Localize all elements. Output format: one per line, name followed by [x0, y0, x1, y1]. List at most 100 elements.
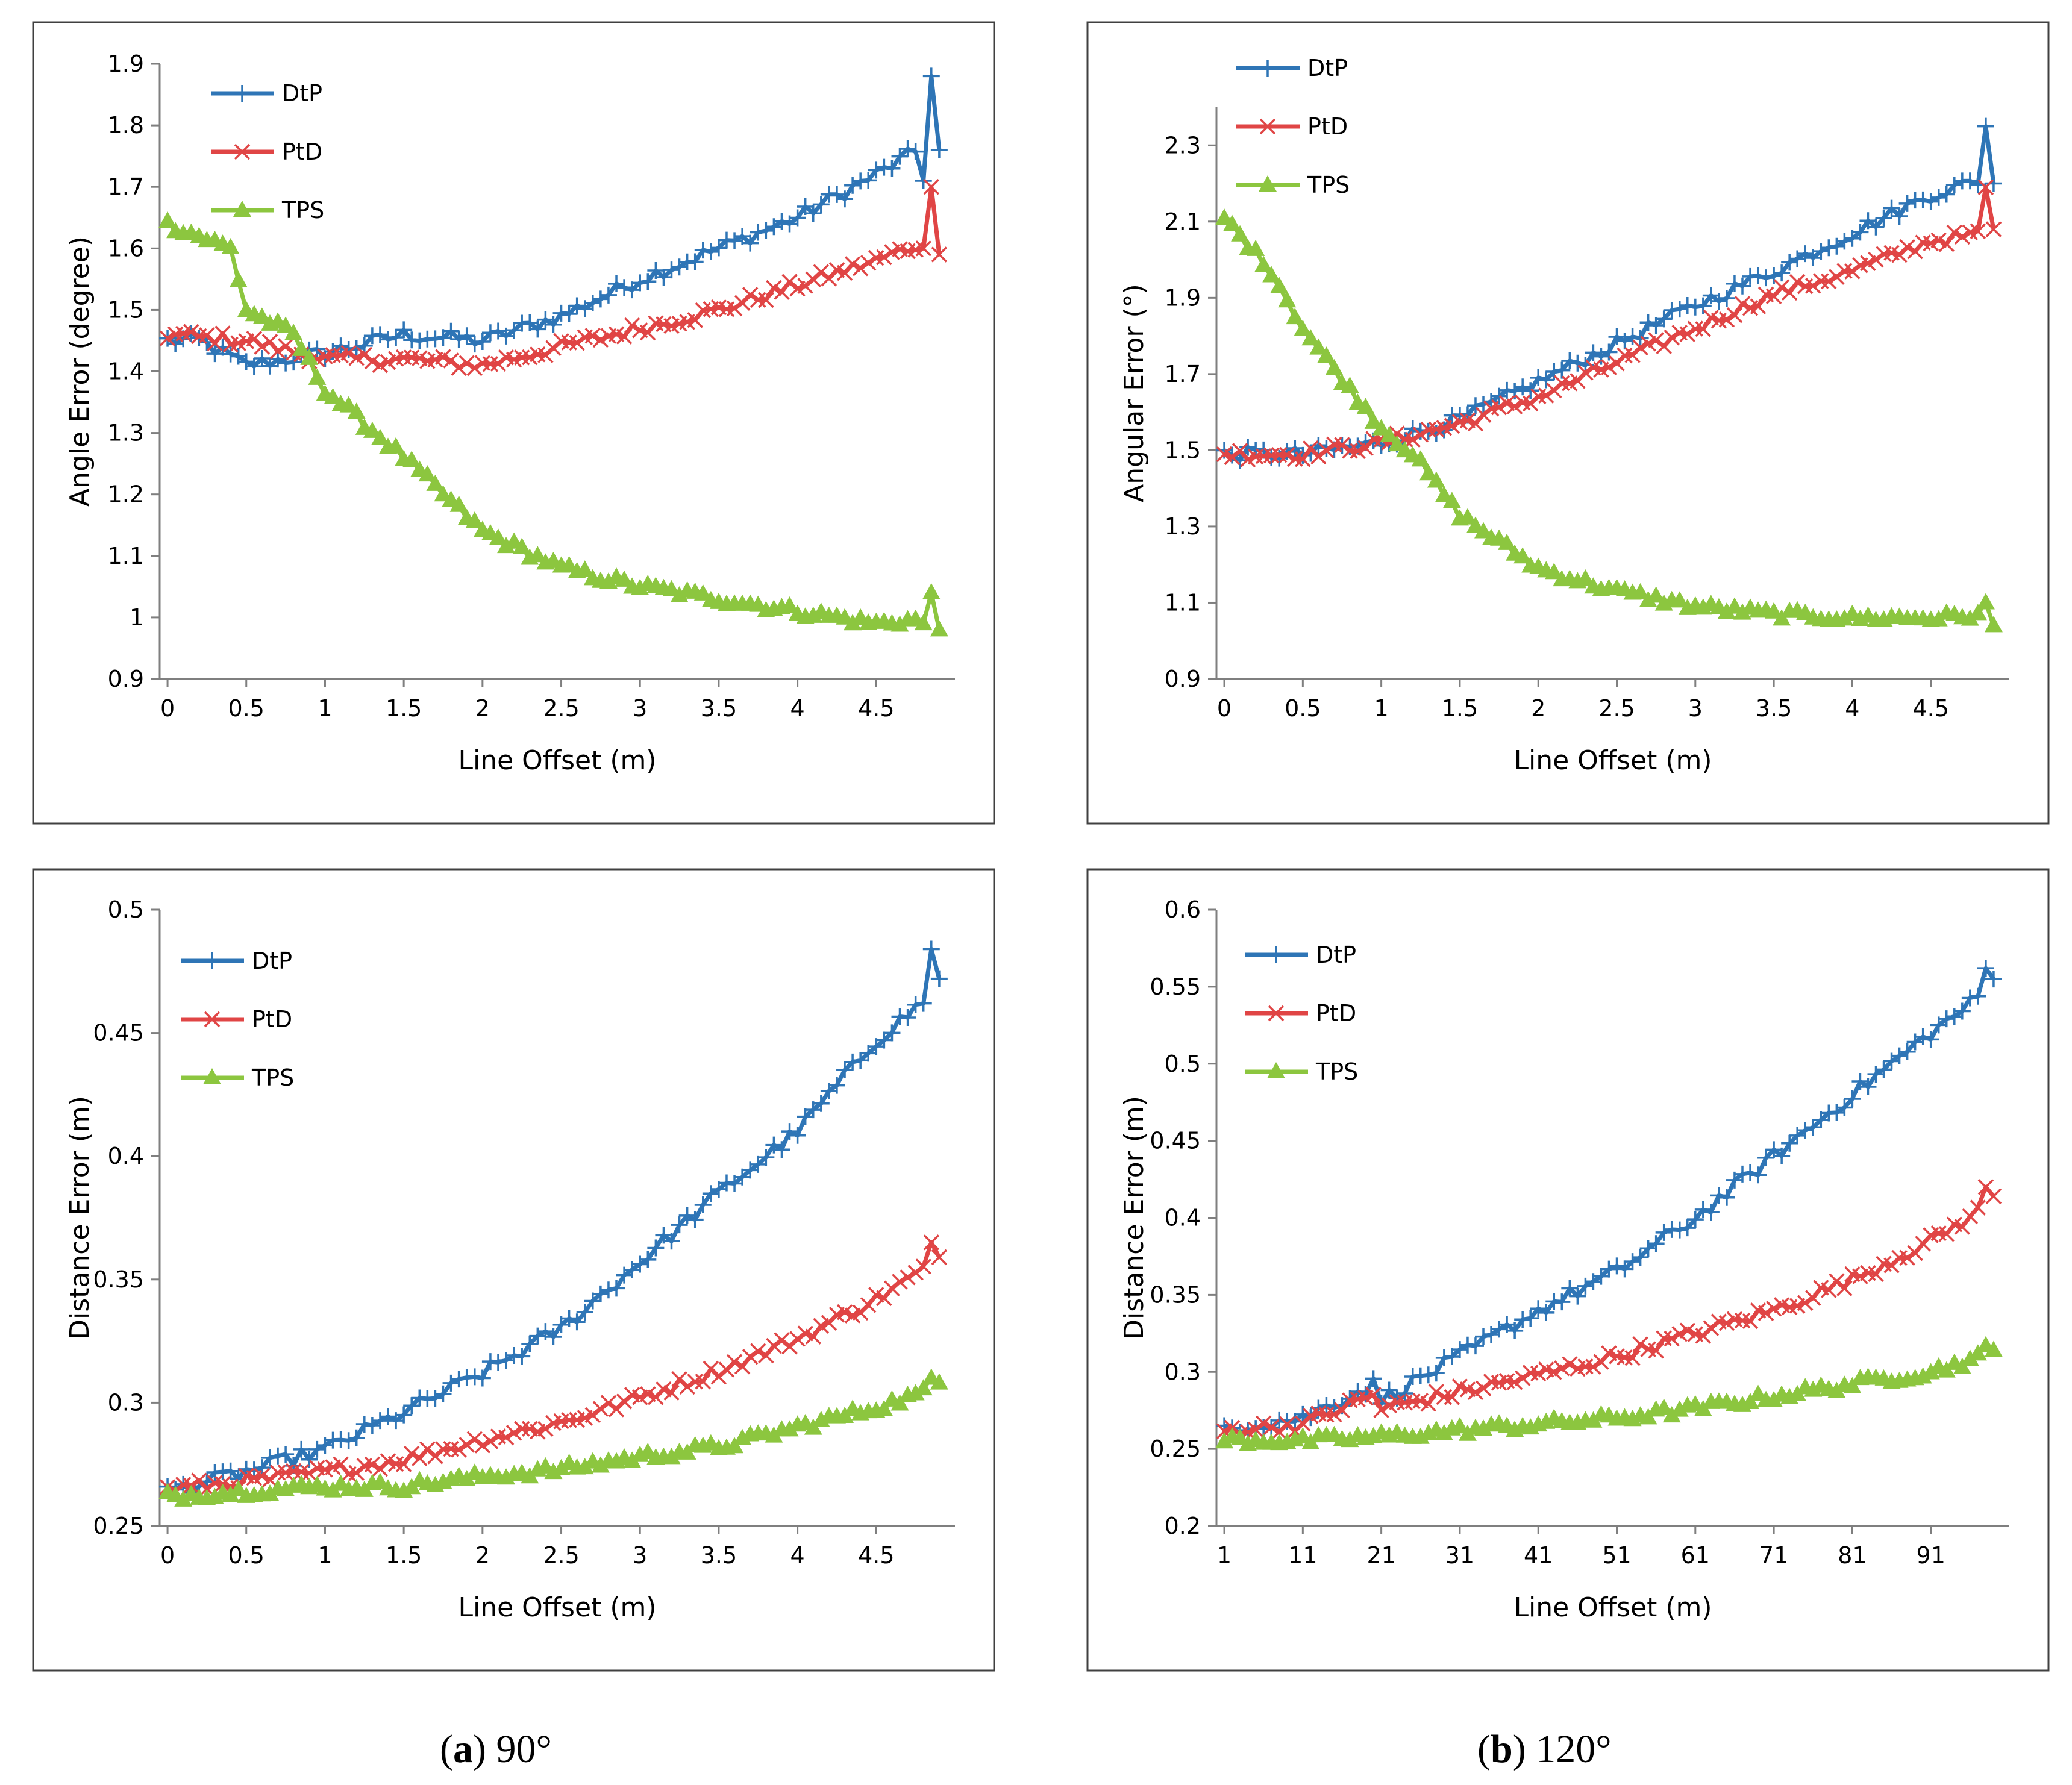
data-point-dtp: [1286, 439, 1304, 457]
data-point-dtp: [1679, 1219, 1696, 1237]
data-point-tps: [1450, 1417, 1469, 1434]
data-point-dtp: [1694, 1201, 1712, 1218]
data-point-ptd: [844, 256, 861, 272]
data-point-dtp: [844, 1053, 862, 1071]
data-point-dtp: [1538, 1304, 1555, 1321]
x-tick-label: 2: [1531, 695, 1545, 722]
y-tick-label: 0.35: [1150, 1281, 1201, 1308]
data-point-ptd: [513, 349, 530, 366]
data-point-dtp: [1616, 333, 1633, 350]
data-point-dtp: [1553, 361, 1571, 379]
x-tick-label: 91: [1917, 1542, 1945, 1569]
data-point-ptd: [1671, 1326, 1688, 1342]
data-point-ptd: [1805, 278, 1821, 294]
data-point-dtp: [1514, 378, 1532, 396]
data-point-dtp: [1945, 177, 1963, 194]
y-tick-label: 0.2: [1165, 1513, 1201, 1539]
y-tick-label: 0.3: [108, 1389, 144, 1416]
legend-item-ptd: PtD: [1245, 1000, 1356, 1027]
legend-label-dtp: DtP: [252, 948, 292, 974]
data-point-ptd: [1773, 279, 1790, 295]
data-point-dtp: [285, 354, 302, 371]
y-tick-label: 1.1: [108, 543, 144, 569]
data-point-dtp: [875, 1031, 893, 1049]
data-point-dtp: [348, 340, 365, 358]
data-point-ptd: [592, 331, 609, 348]
data-point-dtp: [907, 996, 924, 1013]
data-point-dtp: [1592, 348, 1610, 365]
data-point-dtp: [269, 1447, 287, 1465]
y-tick-label: 1.9: [108, 51, 144, 77]
data-point-dtp: [1506, 383, 1524, 400]
y-tick-label: 0.5: [108, 896, 144, 923]
data-point-tps: [221, 1486, 240, 1502]
data-point-dtp: [860, 172, 877, 189]
data-point-ptd: [1679, 1322, 1696, 1339]
data-point-ptd: [726, 1354, 743, 1371]
data-point-ptd: [1836, 1280, 1853, 1296]
data-point-dtp: [750, 1155, 767, 1173]
data-point-dtp: [734, 1168, 751, 1186]
data-point-dtp: [1781, 1134, 1798, 1152]
data-point-dtp: [505, 322, 523, 339]
data-point-ptd: [616, 328, 633, 345]
data-point-dtp: [395, 321, 413, 339]
data-point-dtp: [1977, 117, 1994, 135]
data-point-dtp: [828, 186, 845, 203]
data-point-dtp: [694, 242, 712, 259]
data-point-dtp: [742, 234, 759, 252]
data-point-ptd: [1247, 1421, 1264, 1438]
data-point-ptd: [333, 1456, 349, 1473]
data-point-tps: [1765, 602, 1783, 619]
data-point-dtp: [608, 1280, 625, 1297]
data-point-tps: [1765, 1391, 1783, 1408]
data-point-dtp: [245, 1461, 263, 1479]
data-point-tps: [1364, 412, 1383, 429]
data-point-tps: [1427, 471, 1445, 488]
data-point-ptd: [726, 300, 743, 317]
data-point-tps: [418, 465, 437, 482]
data-point-tps: [402, 451, 421, 467]
data-point-ptd: [1899, 239, 1915, 255]
data-point-dtp: [1404, 420, 1421, 437]
y-axis-label: Distance Error (m): [64, 1096, 95, 1340]
data-point-dtp: [1726, 275, 1743, 292]
data-point-ptd: [1946, 224, 1963, 241]
x-axis-label: Line Offset (m): [458, 1592, 656, 1623]
data-point-dtp: [647, 262, 665, 280]
data-point-dtp: [1804, 1119, 1822, 1136]
data-point-dtp: [1419, 1366, 1437, 1384]
data-point-dtp: [1898, 195, 1916, 212]
data-point-ptd: [1373, 1402, 1389, 1418]
data-point-dtp: [411, 332, 428, 349]
data-point-dtp: [781, 1123, 798, 1140]
data-point-ptd: [876, 1290, 892, 1307]
data-point-ptd: [860, 1297, 877, 1313]
data-point-dtp: [1922, 1031, 1939, 1048]
data-point-dtp: [1514, 1311, 1532, 1328]
data-point-dtp: [702, 1185, 719, 1202]
data-point-dtp: [828, 1077, 845, 1094]
data-point-dtp: [1592, 1268, 1610, 1285]
data-point-dtp: [1797, 245, 1814, 263]
y-tick-label: 0.4: [108, 1143, 144, 1169]
data-point-tps: [1976, 593, 1995, 610]
data-point-tps: [1513, 547, 1532, 564]
y-tick-label: 1: [130, 604, 144, 631]
legend-marker-dtp: [204, 952, 221, 969]
data-point-tps: [575, 1458, 594, 1475]
legend-marker-tps: [203, 1068, 221, 1084]
data-point-ptd: [1538, 387, 1554, 404]
data-point-dtp: [1655, 310, 1673, 328]
data-point-tps: [1804, 1380, 1823, 1397]
data-point-ptd: [1326, 1406, 1342, 1423]
data-point-ptd: [214, 325, 231, 342]
x-tick-label: 3: [1688, 695, 1703, 722]
data-point-ptd: [254, 339, 271, 355]
data-point-tps: [489, 528, 507, 545]
data-point-dtp: [1608, 1257, 1626, 1275]
data-point-dtp: [545, 1328, 562, 1346]
data-point-ptd: [1318, 442, 1335, 458]
data-point-ptd: [505, 1425, 522, 1441]
x-tick-label: 0: [160, 695, 175, 722]
